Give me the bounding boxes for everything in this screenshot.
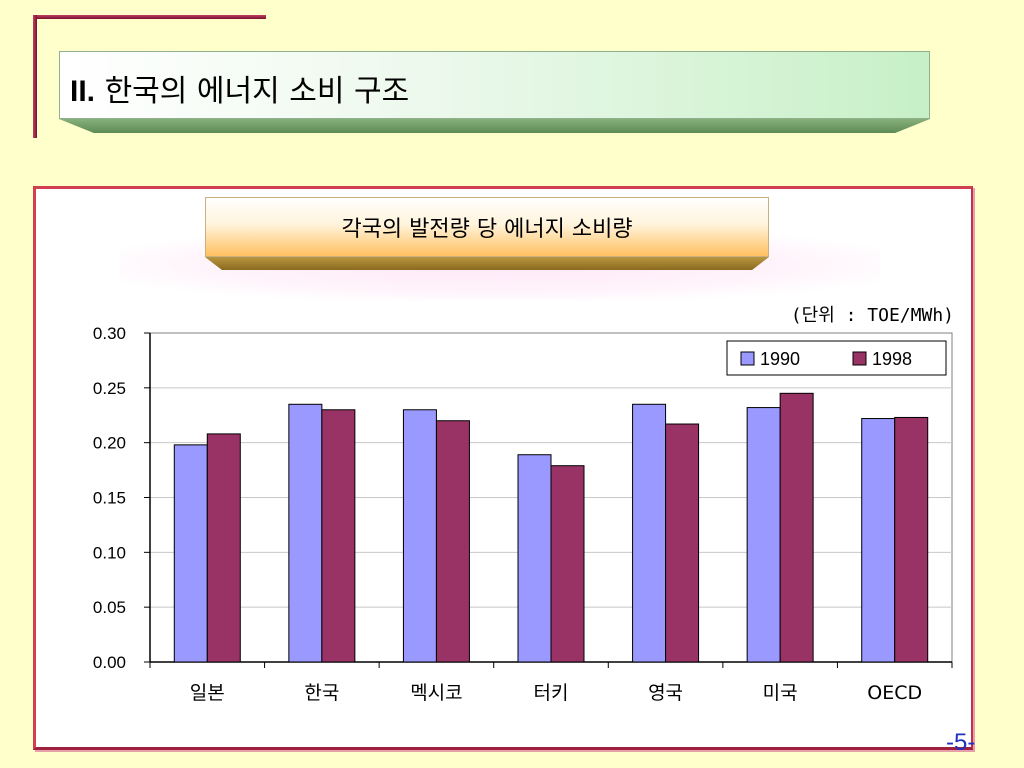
title-banner xyxy=(59,51,930,119)
chart-title-bevel xyxy=(205,257,769,270)
legend-swatch xyxy=(740,351,755,366)
bar-1990 xyxy=(632,403,667,663)
legend-box xyxy=(726,340,947,376)
y-tick-label: 0.25 xyxy=(93,379,126,398)
x-tick-label: 일본 xyxy=(190,682,225,704)
x-tick-label: 한국 xyxy=(304,682,339,704)
bar-1990 xyxy=(402,409,437,663)
bar-1990 xyxy=(173,444,208,663)
bar-1998 xyxy=(894,416,929,663)
x-tick-label: OECD xyxy=(867,682,922,704)
page-title-text: 한국의 에너지 소비 구조 xyxy=(104,74,410,109)
legend-swatch xyxy=(852,351,867,366)
y-tick-label: 0.10 xyxy=(93,543,126,562)
x-tick-label: 영국 xyxy=(648,682,683,704)
bar-1998 xyxy=(665,423,700,663)
y-tick-label: 0.20 xyxy=(93,434,126,453)
x-tick-label: 미국 xyxy=(763,682,798,704)
page-title: II. 한국의 에너지 소비 구조 xyxy=(70,66,409,110)
bar-1998 xyxy=(321,409,356,663)
x-tick-label: 터키 xyxy=(534,682,569,704)
bar-1990 xyxy=(746,407,781,663)
y-tick-label: 0.15 xyxy=(93,489,126,508)
page-title-numeral: II. xyxy=(70,75,96,108)
unit-label: (단위 : TOE/MWh) xyxy=(790,305,954,326)
chart-title: 각국의 발전량 당 에너지 소비량 xyxy=(341,217,633,242)
corner-bracket-left xyxy=(33,15,37,138)
page-number: -5- xyxy=(946,729,976,756)
x-tick-label: 멕시코 xyxy=(410,682,462,704)
bar-1990 xyxy=(861,418,896,663)
y-tick-label: 0.30 xyxy=(93,324,126,343)
legend-label: 1998 xyxy=(872,349,912,369)
y-tick-label: 0.05 xyxy=(93,598,126,617)
bar-1990 xyxy=(517,454,552,663)
chart-title-box xyxy=(205,197,769,257)
bar-1998 xyxy=(779,392,814,663)
legend-label: 1990 xyxy=(760,349,800,369)
bar-1998 xyxy=(550,465,585,663)
bar-1998 xyxy=(435,420,470,663)
bar-1998 xyxy=(206,433,241,663)
y-tick-label: 0.00 xyxy=(93,653,126,672)
corner-bracket-top xyxy=(33,15,266,19)
bar-1990 xyxy=(288,403,323,663)
title-banner-bevel xyxy=(59,119,930,133)
